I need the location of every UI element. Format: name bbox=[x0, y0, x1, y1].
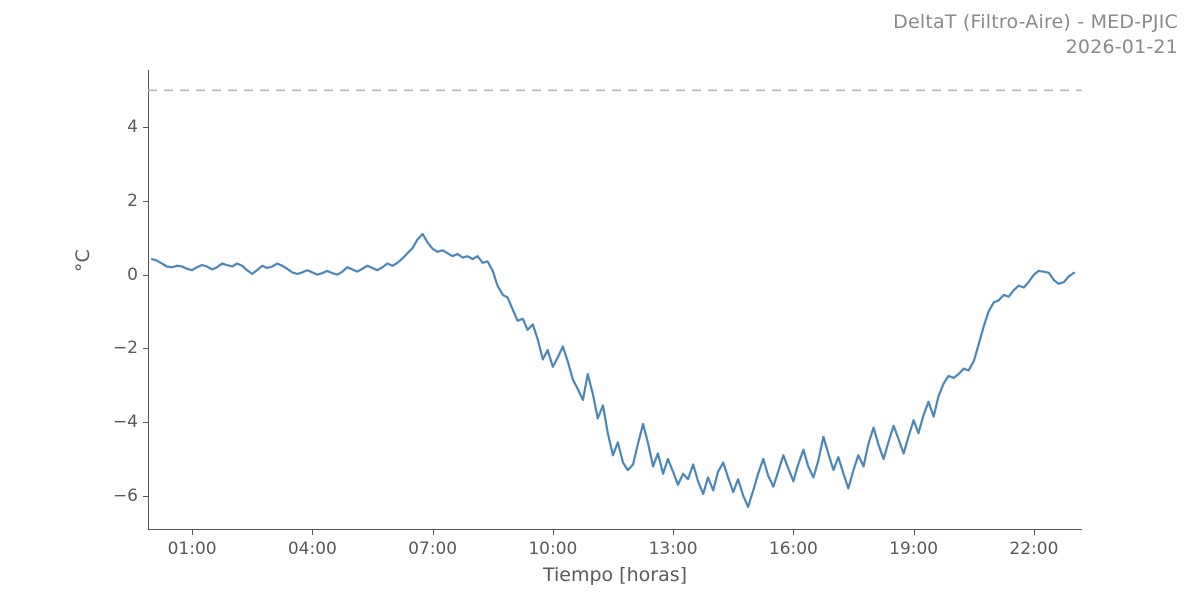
chart-title-block: DeltaT (Filtro-Aire) - MED-PJIC 2026-01-… bbox=[893, 10, 1178, 59]
x-tick-mark bbox=[913, 530, 915, 535]
y-tick-label: 2 bbox=[127, 190, 138, 211]
x-tick-label: 13:00 bbox=[648, 539, 698, 559]
y-tick-mark bbox=[143, 422, 148, 424]
y-axis-label: °C bbox=[72, 249, 94, 272]
x-tick-mark bbox=[1033, 530, 1035, 535]
x-tick-label: 16:00 bbox=[768, 539, 818, 559]
x-tick-mark bbox=[793, 530, 795, 535]
x-tick-mark bbox=[312, 530, 314, 535]
x-tick-label: 10:00 bbox=[528, 539, 578, 559]
x-tick-label: 19:00 bbox=[889, 539, 939, 559]
y-tick-mark bbox=[143, 127, 148, 129]
y-tick-mark bbox=[143, 200, 148, 202]
x-tick-label: 07:00 bbox=[408, 539, 458, 559]
y-tick-mark bbox=[143, 348, 148, 350]
y-tick-mark bbox=[143, 274, 148, 276]
x-tick-mark bbox=[432, 530, 434, 535]
y-tick-mark bbox=[143, 495, 148, 497]
x-tick-label: 22:00 bbox=[1009, 539, 1059, 559]
y-tick-label: −2 bbox=[112, 338, 138, 359]
chart-subtitle: 2026-01-21 bbox=[1065, 35, 1178, 58]
x-tick-mark bbox=[552, 530, 554, 535]
x-axis-label: Tiempo [horas] bbox=[542, 564, 688, 586]
x-axis-spine bbox=[148, 529, 1082, 530]
x-tick-mark bbox=[673, 530, 675, 535]
plot-area bbox=[148, 70, 1082, 529]
x-tick-mark bbox=[192, 530, 194, 535]
plot-canvas bbox=[148, 89, 1082, 508]
y-tick-label: −4 bbox=[112, 412, 138, 433]
y-tick-label: 0 bbox=[127, 264, 138, 285]
y-tick-label: 4 bbox=[127, 117, 138, 138]
chart-title: DeltaT (Filtro-Aire) - MED-PJIC bbox=[893, 11, 1178, 33]
y-axis-spine bbox=[148, 70, 149, 529]
x-tick-label: 01:00 bbox=[167, 539, 217, 559]
x-tick-label: 04:00 bbox=[287, 539, 337, 559]
y-tick-label: −6 bbox=[112, 485, 138, 506]
data-series-line bbox=[150, 232, 1076, 508]
